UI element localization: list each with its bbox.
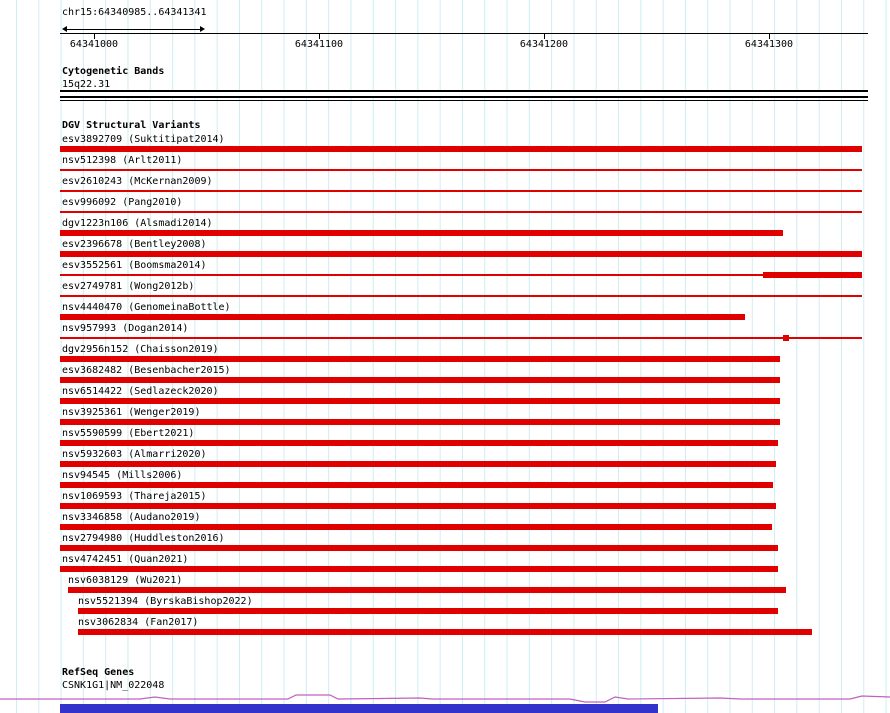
variant-label: esv3552561 (Boomsma2014) [62, 260, 207, 271]
variant-bar [78, 608, 778, 614]
variant-label: dgv2956n152 (Chaisson2019) [62, 344, 219, 355]
region-arrow-right-icon [200, 26, 205, 32]
variant-row[interactable]: nsv4742451 (Quan2021) [0, 554, 890, 575]
variant-bar [60, 356, 780, 362]
ruler-tick-label: 64341300 [744, 39, 794, 50]
variant-row[interactable]: dgv2956n152 (Chaisson2019) [0, 344, 890, 365]
ruler-tick-label: 64341100 [294, 39, 344, 50]
variant-bar [60, 503, 776, 509]
variant-row[interactable]: nsv2794980 (Huddleston2016) [0, 533, 890, 554]
variant-row[interactable]: esv996092 (Pang2010) [0, 197, 890, 218]
gene-cds-bar[interactable] [60, 704, 658, 713]
variant-bar [60, 230, 783, 236]
variant-label: esv996092 (Pang2010) [62, 197, 183, 208]
refseq-header: RefSeq Genes [62, 667, 135, 678]
variant-bar [60, 398, 780, 404]
variant-label: esv2610243 (McKernan2009) [62, 176, 213, 187]
variant-label: nsv4742451 (Quan2021) [62, 554, 189, 565]
variant-row[interactable]: nsv5590599 (Ebert2021) [0, 428, 890, 449]
region-title: chr15:64340985..64341341 [62, 7, 207, 18]
variant-label: nsv2794980 (Huddleston2016) [62, 533, 225, 544]
variant-label: esv3892709 (Suktitipat2014) [62, 134, 225, 145]
variant-label: nsv6038129 (Wu2021) [68, 575, 183, 586]
variant-label: nsv3062834 (Fan2017) [78, 617, 199, 628]
variant-row[interactable]: nsv512398 (Arlt2011) [0, 155, 890, 176]
variant-bar [60, 251, 862, 257]
variant-row[interactable]: esv2396678 (Bentley2008) [0, 239, 890, 260]
ruler-tick-mark [769, 33, 770, 39]
variant-label: nsv6514422 (Sedlazeck2020) [62, 386, 219, 397]
variant-label: nsv4440470 (GenomeinaBottle) [62, 302, 231, 313]
ruler-tick-label: 64341200 [519, 39, 569, 50]
variant-row[interactable]: esv2749781 (Wong2012b) [0, 281, 890, 302]
variant-bar [60, 146, 862, 152]
variant-row[interactable]: nsv5932603 (Almarri2020) [0, 449, 890, 470]
variant-bar [60, 169, 862, 171]
ruler-tick-label: 64341000 [69, 39, 119, 50]
variant-bar [763, 272, 862, 278]
gene-label: CSNK1G1|NM_022048 [62, 680, 165, 691]
cytobands-header: Cytogenetic Bands [62, 66, 165, 77]
variant-bar [60, 566, 778, 572]
variant-row[interactable]: dgv1223n106 (Alsmadi2014) [0, 218, 890, 239]
variant-row[interactable]: nsv3925361 (Wenger2019) [0, 407, 890, 428]
variant-label: nsv512398 (Arlt2011) [62, 155, 183, 166]
variant-label: nsv1069593 (Thareja2015) [62, 491, 207, 502]
variant-label: nsv94545 (Mills2006) [62, 470, 183, 481]
variant-row[interactable]: esv3552561 (Boomsma2014) [0, 260, 890, 281]
variant-row[interactable]: nsv3346858 (Audano2019) [0, 512, 890, 533]
variant-bar [60, 211, 862, 213]
variant-label: nsv3346858 (Audano2019) [62, 512, 201, 523]
variant-bar [68, 587, 786, 593]
variant-bar [60, 314, 745, 320]
ruler-tick-mark [94, 33, 95, 39]
variant-row[interactable]: nsv957993 (Dogan2014) [0, 323, 890, 344]
variant-label: esv2396678 (Bentley2008) [62, 239, 207, 250]
variant-bar [60, 295, 862, 297]
variant-bar [60, 524, 772, 530]
variant-label: nsv5590599 (Ebert2021) [62, 428, 195, 439]
variant-label: nsv3925361 (Wenger2019) [62, 407, 201, 418]
ruler-tick-mark [319, 33, 320, 39]
variant-bar [60, 190, 862, 192]
variant-bar [60, 545, 778, 551]
region-arrow-line [67, 29, 200, 30]
variant-bar [60, 419, 780, 425]
variant-bar [60, 337, 862, 339]
variant-label: esv3682482 (Besenbacher2015) [62, 365, 231, 376]
track-separator-line [60, 100, 868, 101]
variant-row[interactable]: esv2610243 (McKernan2009) [0, 176, 890, 197]
variant-row[interactable]: nsv94545 (Mills2006) [0, 470, 890, 491]
cytoband-bar[interactable] [60, 90, 868, 98]
variant-bar [60, 461, 776, 467]
variant-label: nsv5521394 (ByrskaBishop2022) [78, 596, 253, 607]
gene-model-line[interactable] [0, 689, 890, 705]
variant-row[interactable]: esv3682482 (Besenbacher2015) [0, 365, 890, 386]
ruler-axis-line [60, 33, 868, 34]
variant-bar [60, 377, 780, 383]
variant-row[interactable]: nsv4440470 (GenomeinaBottle) [0, 302, 890, 323]
variant-label: nsv5932603 (Almarri2020) [62, 449, 207, 460]
variant-row[interactable]: nsv3062834 (Fan2017) [0, 617, 890, 638]
variant-bar [60, 482, 773, 488]
variant-bar [60, 274, 763, 276]
variant-label: dgv1223n106 (Alsmadi2014) [62, 218, 213, 229]
variant-bar [783, 335, 789, 341]
variant-label: nsv957993 (Dogan2014) [62, 323, 189, 334]
ruler-tick-mark [544, 33, 545, 39]
region-arrow-left-icon [62, 26, 67, 32]
cytoband-label: 15q22.31 [62, 79, 111, 90]
variant-row[interactable]: esv3892709 (Suktitipat2014) [0, 134, 890, 155]
variant-bar [78, 629, 812, 635]
variant-row[interactable]: nsv6514422 (Sedlazeck2020) [0, 386, 890, 407]
variant-row[interactable]: nsv6038129 (Wu2021) [0, 575, 890, 596]
dgv-header: DGV Structural Variants [62, 120, 201, 131]
variant-row[interactable]: nsv5521394 (ByrskaBishop2022) [0, 596, 890, 617]
variant-label: esv2749781 (Wong2012b) [62, 281, 195, 292]
variant-row[interactable]: nsv1069593 (Thareja2015) [0, 491, 890, 512]
variant-bar [60, 440, 778, 446]
